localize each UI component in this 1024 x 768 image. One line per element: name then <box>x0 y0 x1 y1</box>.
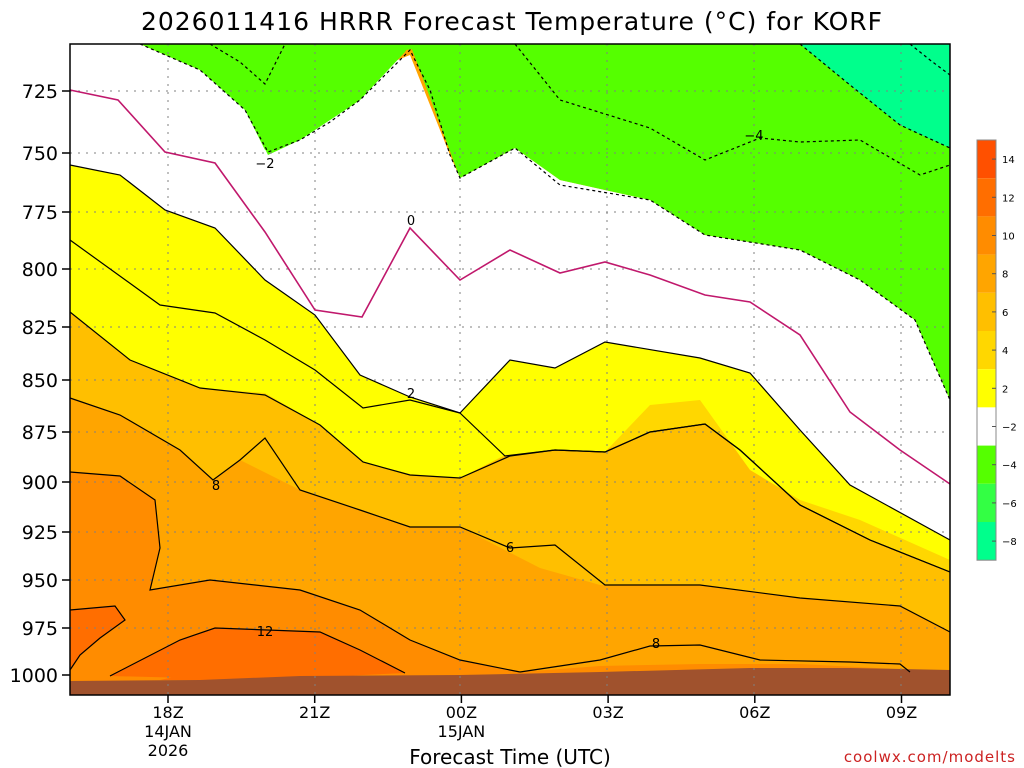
y-tick-label: 925 <box>22 522 58 544</box>
contour-8-lower <box>519 644 911 673</box>
colorbar-swatch <box>977 445 996 484</box>
colorbar-swatch <box>977 292 996 331</box>
contour-label: 2 <box>407 387 415 402</box>
contour-labels: −2 −4 0 2 8 6 12 8 <box>212 129 764 652</box>
contour-label: 8 <box>212 479 220 494</box>
x-tick-date: 15JAN <box>438 722 486 741</box>
x-axis-label: Forecast Time (UTC) <box>409 745 611 768</box>
fill-band-neg4-neg6 <box>800 44 950 148</box>
colorbar-label: 14 <box>1002 155 1015 166</box>
y-tick-label: 850 <box>22 370 58 392</box>
y-axis: 725 750 775 800 825 850 875 900 925 950 975 1000 <box>10 81 70 687</box>
grid <box>70 44 950 695</box>
x-tick-label: 03Z <box>592 703 623 722</box>
fill-band-2-4 <box>70 165 950 560</box>
contour-label: −2 <box>255 157 274 172</box>
colorbar-label: 2 <box>1002 384 1008 395</box>
contour-12-line-b <box>109 627 406 677</box>
y-tick-label: 1000 <box>10 665 58 687</box>
x-tick-label: 21Z <box>299 703 330 722</box>
contour-neg2-top <box>209 43 286 85</box>
colorbar: 14 12 10 8 6 4 2 −2 −4 −6 −8 <box>976 139 1017 561</box>
colorbar-label: 12 <box>1002 193 1015 204</box>
colorbar-label: −4 <box>1002 461 1017 472</box>
credit-text: coolwx.com/modelts <box>844 748 1016 766</box>
contour-6-lower <box>69 397 951 633</box>
plot-frame <box>69 43 951 696</box>
x-tick-date: 14JAN <box>144 722 192 741</box>
x-tick-year: 2026 <box>148 741 189 760</box>
colorbar-label: 10 <box>1002 232 1015 243</box>
fill-band-green-top <box>150 44 950 175</box>
colorbar-label: 4 <box>1002 346 1008 357</box>
colorbar-swatch <box>977 369 996 408</box>
fill-band-white-lower <box>70 44 950 540</box>
y-tick-label: 775 <box>22 202 58 224</box>
freezing-line <box>69 89 951 485</box>
contour-label: 6 <box>506 541 514 556</box>
colorbar-swatch <box>977 483 996 522</box>
colorbar-label: 6 <box>1002 308 1008 319</box>
y-tick-label: 900 <box>22 472 58 494</box>
contour-neg4-line <box>514 43 951 176</box>
contour-10-line <box>69 471 521 673</box>
contour-neg6-line <box>799 43 951 149</box>
contour-neg2-line <box>139 43 951 401</box>
colorbar-swatch <box>977 140 996 179</box>
x-tick-label: 06Z <box>739 703 770 722</box>
colorbar-label: −8 <box>1002 537 1017 548</box>
colorbar-swatch <box>977 331 996 370</box>
contour-6-line <box>69 311 951 573</box>
fill-band-12-14-b <box>110 628 405 678</box>
colorbar-swatch <box>977 216 996 255</box>
colorbar-swatch <box>977 254 996 293</box>
contour-neg6-top <box>909 43 951 76</box>
x-tick-label: 09Z <box>886 703 917 722</box>
y-tick-label: 875 <box>22 422 58 444</box>
y-tick-label: 750 <box>22 143 58 165</box>
colorbar-label: −2 <box>1002 423 1017 434</box>
y-tick-label: 800 <box>22 259 58 281</box>
colorbar-swatch <box>977 407 996 446</box>
colorbar-swatch <box>977 522 996 561</box>
fill-band-12-14 <box>70 606 400 680</box>
ground-shading <box>70 668 950 695</box>
y-tick-label: 975 <box>22 618 58 640</box>
y-tick-label: 950 <box>22 570 58 592</box>
colorbar-swatch <box>977 178 996 217</box>
y-tick-label: 725 <box>22 81 58 103</box>
contour-label: 12 <box>257 625 274 640</box>
fill-band-6-8 <box>70 312 950 632</box>
chart-title: 2026011416 HRRR Forecast Temperature (°C… <box>141 7 883 36</box>
y-tick-label: 825 <box>22 317 58 339</box>
temperature-fills <box>70 44 950 695</box>
contour-label: 8 <box>652 637 660 652</box>
contour-label: −4 <box>744 129 763 144</box>
contour-12-line <box>69 605 126 671</box>
contour-lines <box>69 43 951 677</box>
x-tick-label: 18Z <box>152 703 183 722</box>
colorbar-label: 8 <box>1002 270 1008 281</box>
contour-label: 0 <box>407 214 415 229</box>
colorbar-label: −6 <box>1002 499 1017 510</box>
x-tick-label: 00Z <box>446 703 477 722</box>
